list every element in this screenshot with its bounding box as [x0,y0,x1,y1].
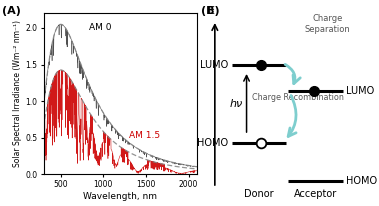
FancyArrowPatch shape [285,64,300,84]
FancyArrowPatch shape [288,96,296,136]
Text: LUMO: LUMO [346,86,374,96]
Text: HOMO: HOMO [346,176,377,186]
Text: hν: hν [229,99,243,109]
Text: LUMO: LUMO [200,60,228,70]
Text: AM 0: AM 0 [89,23,111,32]
Text: (B): (B) [201,6,219,16]
Text: E: E [208,6,215,16]
Text: AM 1.5: AM 1.5 [129,131,160,139]
Text: Charge Recombination: Charge Recombination [252,92,344,102]
Text: HOMO: HOMO [197,138,228,148]
Y-axis label: Solar Spectral Irradiance (Wm⁻² nm⁻¹): Solar Spectral Irradiance (Wm⁻² nm⁻¹) [13,20,22,167]
Text: (A): (A) [2,6,21,16]
Text: Donor: Donor [244,189,274,199]
Text: Acceptor: Acceptor [294,189,337,199]
X-axis label: Wavelength, nm: Wavelength, nm [83,192,157,201]
Text: Charge
Separation: Charge Separation [305,14,351,34]
